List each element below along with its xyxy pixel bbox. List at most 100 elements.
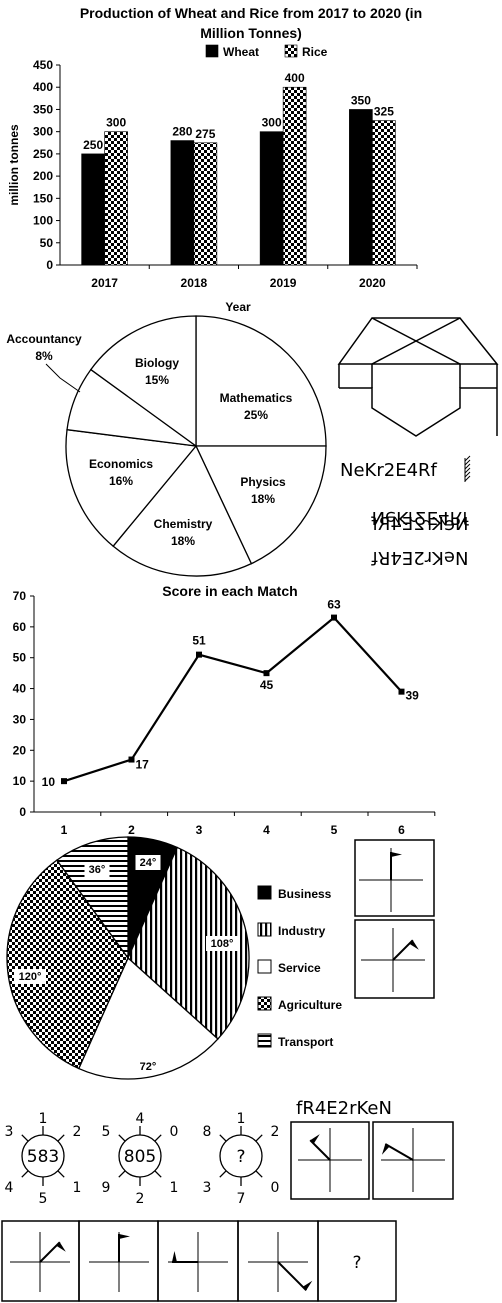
bar-data-label: 350 — [351, 93, 371, 107]
bar-chart-ylabel: million tonnes — [7, 124, 21, 206]
flag-icon-up — [359, 848, 423, 912]
flag-icon-diagonal — [361, 928, 425, 992]
bar-rice-2017 — [104, 131, 128, 266]
legend-swatch-rice — [284, 44, 298, 58]
mirror-hatch-icon — [464, 455, 471, 482]
flag-icon-seq-2 — [89, 1232, 149, 1292]
answer-box-a — [290, 1121, 370, 1200]
circle-outer-number: 2 — [73, 1124, 82, 1140]
score-data-label: 39 — [406, 689, 420, 703]
circle-outer-number: 1 — [170, 1180, 179, 1196]
bar-data-label: 400 — [285, 71, 305, 85]
score-point — [398, 688, 405, 695]
line-y-tick-label: 50 — [13, 651, 27, 665]
mirror-text-puzzle: NeKr2E4Rf NeKr2E4Rf NeKr2E4Rf NeKr2E4Rf — [340, 455, 471, 568]
pie-slice-mathematics — [195, 315, 327, 447]
pie-slice-biology — [89, 315, 197, 448]
circle-center-number: 805 — [124, 1147, 156, 1167]
circle-outer-number: 1 — [73, 1180, 82, 1196]
circle-outer-number: 0 — [271, 1180, 280, 1196]
pie-slice-chemistry — [112, 444, 253, 577]
circle-outer-number: 2 — [136, 1191, 145, 1207]
pie-slice-economics — [65, 428, 198, 548]
sector-legend-label-service: Service — [278, 961, 321, 975]
bar-y-tick-label: 100 — [33, 214, 53, 228]
mirror-option-3: NeKr2E4Rf — [371, 547, 469, 568]
flag-question-boxes — [354, 839, 435, 999]
answer-boxes-top — [290, 1121, 454, 1200]
bar-y-tick-label: 50 — [40, 236, 54, 250]
sector-label-bg — [206, 936, 238, 951]
sector-value-industry: 108° — [211, 938, 234, 950]
bar-chart-xlabel: Year — [225, 300, 251, 314]
flag-sequence-boxes — [1, 1220, 397, 1302]
bar-chart: Production of Wheat and Rice from 2017 t… — [7, 5, 422, 314]
score-point — [128, 756, 135, 763]
roof-diagonal-b — [371, 317, 461, 365]
flag-icon-seq-1 — [10, 1232, 70, 1292]
score-data-label: 63 — [327, 598, 341, 612]
bar-chart-title-line2: Million Tonnes) — [200, 25, 302, 41]
pie-value-biology: 15% — [145, 373, 169, 387]
bar-chart-legend: Wheat Rice — [205, 44, 328, 59]
sector-slice-agriculture — [6, 859, 129, 1070]
sector-legend-swatch-industry — [257, 922, 272, 937]
line-y-tick-label: 20 — [13, 743, 27, 757]
score-data-label: 51 — [192, 634, 206, 648]
line-y-tick-label: 60 — [13, 620, 27, 634]
circle-outer-number: 5 — [39, 1191, 48, 1207]
bar-y-tick-label: 200 — [33, 169, 53, 183]
flag-icon-seq-4 — [248, 1232, 313, 1292]
line-y-tick-label: 0 — [19, 805, 26, 819]
legend-swatch-wheat — [205, 44, 219, 58]
sector-legend-label-business: Business — [278, 887, 332, 901]
pie-value-mathematics: 25% — [244, 408, 268, 422]
bar-wheat-2019 — [259, 131, 284, 266]
answer-box-b — [372, 1121, 454, 1200]
sector-label-bg — [14, 969, 46, 984]
sequence-question-mark: ? — [352, 1253, 361, 1273]
circle-outer-number: 8 — [203, 1124, 212, 1140]
sector-pie-chart: 24° 108° 72° 120° 36° — [6, 836, 250, 1080]
number-circle-1: 583 1 3 2 4 1 5 — [5, 1111, 82, 1207]
circle-outer-number: 7 — [237, 1191, 246, 1207]
score-point — [61, 778, 67, 785]
sector-legend-label-industry: Industry — [278, 924, 326, 938]
legend-label-rice: Rice — [302, 45, 328, 59]
sector-legend-label-agriculture: Agriculture — [278, 998, 342, 1012]
line-x-tick-label: 5 — [331, 823, 338, 837]
score-data-label: 45 — [260, 678, 274, 692]
circle-outer-number: 3 — [5, 1124, 14, 1140]
bar-y-tick-label: 300 — [33, 125, 53, 139]
pie-label-physics: Physics — [240, 475, 286, 489]
bar-rice-2020 — [372, 120, 396, 266]
pie-label-mathematics: Mathematics — [220, 391, 293, 405]
flag-box-1 — [354, 839, 435, 917]
pie-value-accountancy: 8% — [35, 349, 53, 363]
line-x-tick-label: 4 — [263, 823, 270, 837]
bar-y-tick-label: 400 — [33, 80, 53, 94]
circle-outer-number: 4 — [5, 1180, 14, 1196]
bar-rice-2019 — [282, 86, 307, 266]
bar-x-tick-label: 2018 — [181, 276, 208, 290]
circle-outer-number: 1 — [39, 1111, 48, 1127]
line-y-tick-label: 70 — [13, 589, 27, 603]
circle-outer-number: 1 — [237, 1111, 246, 1127]
bar-y-tick-label: 350 — [33, 102, 53, 116]
score-point — [263, 670, 270, 677]
line-y-tick-label: 30 — [13, 712, 27, 726]
line-x-tick-label: 1 — [61, 823, 68, 837]
sector-legend-swatch-business — [257, 885, 272, 900]
bar-data-label: 275 — [195, 127, 215, 141]
circle-outer-number: 0 — [170, 1124, 179, 1140]
sector-slice-service — [77, 956, 219, 1080]
sector-label-bg — [135, 855, 161, 870]
bar-wheat-2020 — [349, 109, 373, 266]
bar-y-tick-label: 250 — [33, 147, 53, 161]
bar-wheat-2018 — [170, 140, 195, 266]
flag-icon-seq-3 — [168, 1232, 228, 1292]
pie-value-economics: 16% — [109, 474, 133, 488]
